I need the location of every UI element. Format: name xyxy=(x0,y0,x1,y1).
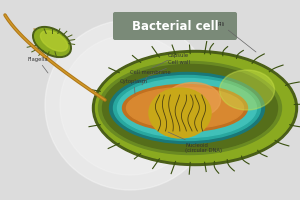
Ellipse shape xyxy=(149,88,211,138)
Text: Nucleoid
(circular DNA): Nucleoid (circular DNA) xyxy=(168,132,222,153)
Ellipse shape xyxy=(95,53,295,162)
Ellipse shape xyxy=(220,70,274,110)
Ellipse shape xyxy=(35,29,69,55)
Ellipse shape xyxy=(118,78,256,138)
Circle shape xyxy=(45,20,215,190)
FancyBboxPatch shape xyxy=(113,12,237,40)
Text: Pili: Pili xyxy=(218,22,256,52)
Ellipse shape xyxy=(92,50,298,166)
Text: Cell membrane: Cell membrane xyxy=(130,70,171,85)
Text: Bacterial cell: Bacterial cell xyxy=(132,20,218,32)
Ellipse shape xyxy=(166,82,220,117)
Circle shape xyxy=(60,35,200,175)
Ellipse shape xyxy=(98,62,281,154)
Ellipse shape xyxy=(40,31,68,51)
Ellipse shape xyxy=(127,88,244,129)
Ellipse shape xyxy=(103,64,278,152)
Text: Cytoplasm: Cytoplasm xyxy=(120,79,148,94)
Ellipse shape xyxy=(113,75,260,140)
Ellipse shape xyxy=(122,84,248,132)
Text: Cell wall: Cell wall xyxy=(148,60,190,76)
Ellipse shape xyxy=(110,72,265,144)
Ellipse shape xyxy=(33,27,71,57)
Text: Capsule: Capsule xyxy=(152,52,189,68)
Text: Flagella: Flagella xyxy=(28,58,49,73)
